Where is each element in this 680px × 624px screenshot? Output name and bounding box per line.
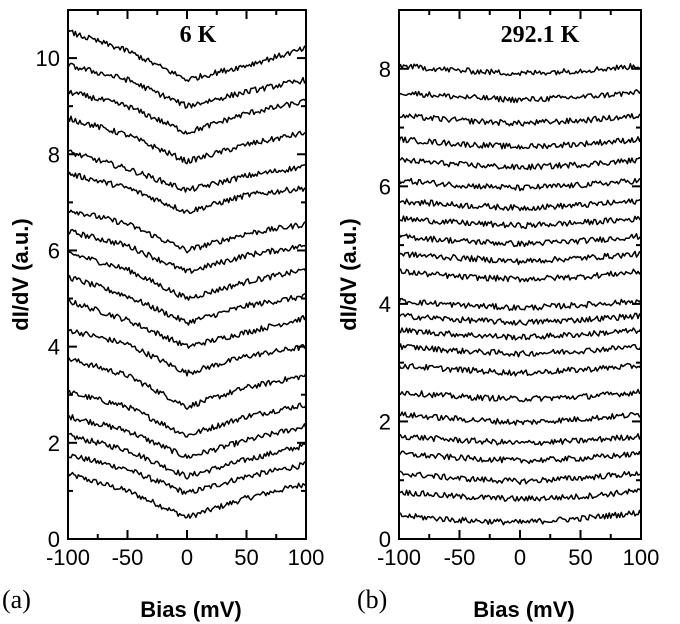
- series-line-23: [398, 63, 642, 77]
- series-line-15: [398, 233, 642, 248]
- x-tick-label: -100: [377, 545, 421, 570]
- series-line-13: [398, 268, 642, 283]
- series-line-13: [67, 171, 307, 215]
- series-line-20: [398, 136, 642, 150]
- y-tick-label: 4: [48, 335, 60, 360]
- x-tick-label: 50: [234, 545, 258, 570]
- series-line-18: [67, 29, 307, 83]
- series-line-8: [67, 298, 307, 349]
- x-tick-label: -100: [46, 545, 90, 570]
- x-tick-label: 100: [288, 545, 325, 570]
- y-tick-label: 0: [48, 527, 60, 552]
- series-line-10: [67, 250, 307, 301]
- series-line-6: [67, 356, 307, 410]
- series-line-3: [67, 432, 307, 480]
- series-line-15: [67, 115, 307, 165]
- series-line-11: [67, 228, 307, 274]
- y-tick-label: 2: [48, 431, 60, 456]
- panel-a: -100 -50 0 50 100 0 2 4 6 8 10 dI/dV (a.u.) Bias (mV…: [2, 9, 325, 622]
- series-line-22: [398, 89, 642, 104]
- series-line-2: [398, 487, 642, 502]
- series-line-18: [398, 177, 642, 192]
- x-tick-label: -50: [444, 545, 476, 570]
- panel-label: (a): [2, 585, 31, 614]
- panel-b: -100 -50 0 50 100 0 2 4 6 8 dI/dV (a.u.) Bias (mV) (…: [336, 9, 660, 622]
- series-line-21: [398, 112, 642, 127]
- series-line-1: [67, 471, 307, 519]
- y-tick-label: 10: [36, 46, 60, 71]
- x-tick-label: 50: [568, 545, 592, 570]
- plot-frame: [67, 9, 307, 540]
- y-tick-label: 2: [379, 409, 391, 434]
- x-tick-label: 0: [514, 545, 526, 570]
- series-line-8: [398, 362, 642, 377]
- y-tick-label: 6: [379, 174, 391, 199]
- series-line-4: [67, 414, 307, 459]
- y-tick-label: 0: [379, 527, 391, 552]
- series-line-3: [398, 470, 642, 486]
- series-line-2: [67, 453, 307, 496]
- series-line-12: [67, 209, 307, 254]
- series-line-19: [398, 156, 642, 171]
- series-line-16: [398, 215, 642, 230]
- series-line-7: [398, 388, 642, 403]
- series-line-17: [67, 62, 307, 109]
- panel-label: (b): [357, 585, 387, 614]
- y-axis-title: dI/dV (a.u.): [8, 218, 33, 330]
- x-tick-label: 100: [623, 545, 660, 570]
- series-line-10: [398, 327, 642, 341]
- series-line-5: [67, 389, 307, 438]
- series-line-1: [398, 509, 642, 526]
- y-tick-label: 8: [48, 142, 60, 167]
- panel-title: 292.1 K: [501, 22, 580, 48]
- x-axis-title: Bias (mV): [473, 597, 574, 622]
- x-tick-label: 0: [181, 545, 193, 570]
- series-line-17: [398, 198, 642, 212]
- series-line-14: [398, 250, 642, 266]
- y-tick-label: 8: [379, 57, 391, 82]
- series-line-12: [398, 297, 642, 312]
- x-axis-title: Bias (mV): [140, 597, 241, 622]
- y-tick-label: 4: [379, 292, 391, 317]
- panel-title: 6 K: [180, 22, 217, 48]
- series-line-9: [398, 343, 642, 358]
- series-line-16: [67, 88, 307, 135]
- series-line-9: [67, 275, 307, 326]
- y-axis-title: dI/dV (a.u.): [336, 218, 361, 330]
- series-line-5: [398, 433, 642, 446]
- series-line-6: [398, 411, 642, 426]
- series-line-14: [67, 149, 307, 193]
- series-line-7: [67, 328, 307, 377]
- series-line-4: [398, 450, 642, 465]
- y-tick-label: 6: [48, 238, 60, 263]
- series-line-11: [398, 312, 642, 326]
- x-tick-label: -50: [112, 545, 144, 570]
